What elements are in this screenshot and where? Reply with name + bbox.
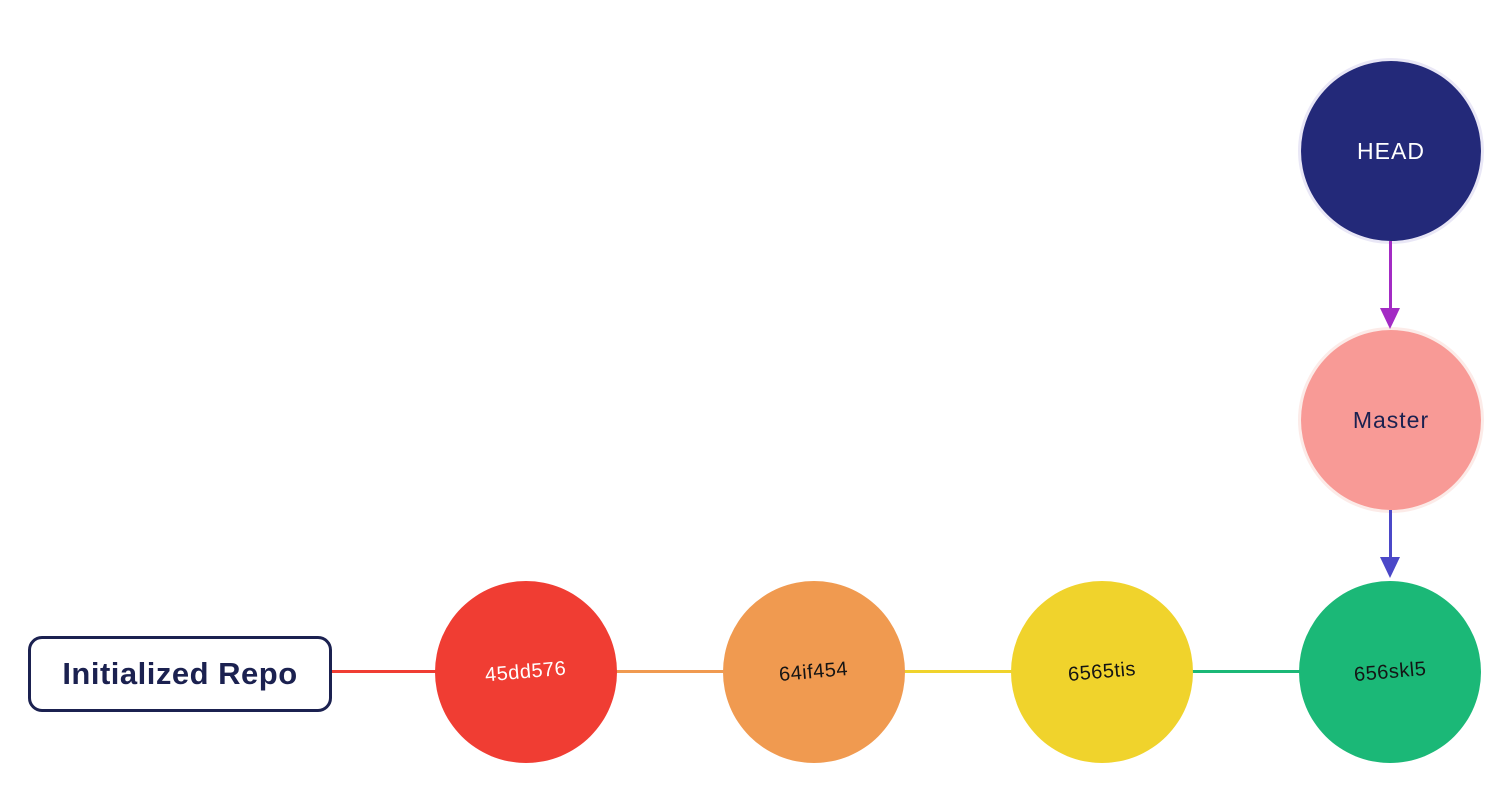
commit-node-45dd576[interactable]: 45dd576 — [435, 581, 617, 763]
commit-label: 64if454 — [778, 657, 850, 686]
master-branch-node[interactable]: Master — [1301, 330, 1481, 510]
commit-label: 45dd576 — [484, 656, 568, 687]
arrow-line-head-to-master — [1389, 241, 1392, 309]
connector-line-commit1-to-commit2 — [526, 670, 814, 673]
connector-line-init-to-commit1 — [328, 670, 526, 673]
commit-node-64if454[interactable]: 64if454 — [723, 581, 905, 763]
arrowhead-down-icon — [1380, 308, 1400, 329]
connector-line-commit3-to-commit4 — [1102, 670, 1390, 673]
initialized-repo-box: Initialized Repo — [28, 636, 332, 712]
head-label: HEAD — [1357, 137, 1425, 164]
commit-node-6565tis[interactable]: 6565tis — [1011, 581, 1193, 763]
arrow-line-master-to-commit — [1389, 510, 1392, 558]
commit-label: 6565tis — [1067, 657, 1137, 686]
commit-label: 656skl5 — [1352, 657, 1427, 686]
initialized-repo-label: Initialized Repo — [62, 656, 298, 691]
head-node[interactable]: HEAD — [1301, 61, 1481, 241]
commit-node-656skl5[interactable]: 656skl5 — [1299, 581, 1481, 763]
arrowhead-down-icon — [1380, 557, 1400, 578]
master-branch-label: Master — [1352, 406, 1430, 433]
connector-line-commit2-to-commit3 — [814, 670, 1102, 673]
